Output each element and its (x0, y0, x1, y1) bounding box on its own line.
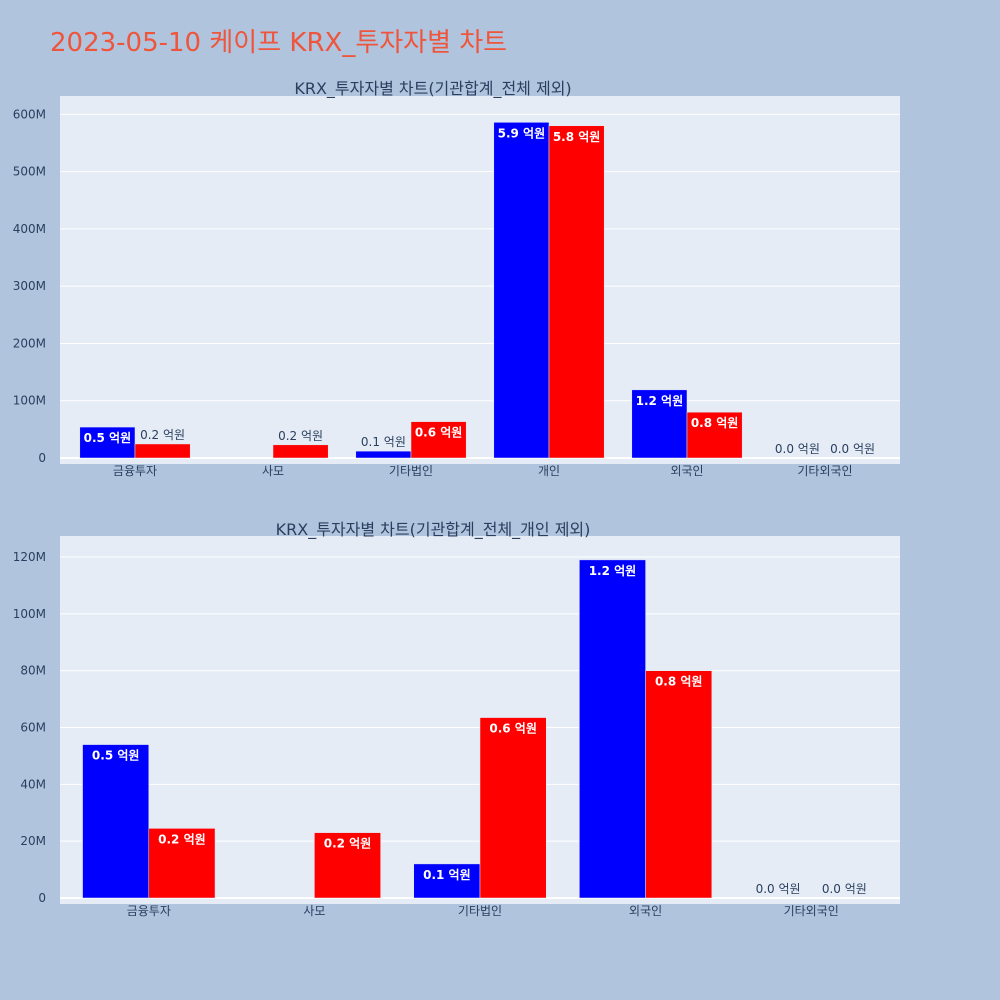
data-label: 0.0 억원 (822, 882, 867, 896)
data-label: 0.0 억원 (775, 442, 820, 456)
bar-red (410, 421, 467, 459)
data-label: 0.8 억원 (691, 416, 739, 430)
data-label: 0.0 억원 (830, 442, 875, 456)
x-tick-label: 외국인 (670, 464, 703, 478)
bar-blue (579, 559, 646, 899)
x-tick-label: 금융투자 (127, 904, 171, 918)
y-tick-label: 300M (13, 279, 46, 293)
y-tick-label: 100M (13, 607, 46, 621)
data-label: 0.0 억원 (756, 882, 801, 896)
bar-red (645, 670, 713, 899)
y-tick-label: 120M (13, 550, 46, 564)
x-tick-label: 기타법인 (389, 464, 433, 478)
plot-area-1 (60, 96, 900, 464)
data-label: 1.2 억원 (636, 394, 684, 408)
bar-red (134, 443, 191, 459)
bar-red (148, 828, 216, 899)
bar-red (686, 411, 743, 459)
y-tick-label: 80M (20, 664, 46, 678)
bar-blue (355, 450, 412, 459)
y-tick-label: 60M (20, 721, 46, 735)
plot-area-2 (60, 536, 900, 904)
bar-blue (631, 389, 688, 459)
bar-red (272, 444, 329, 459)
data-label: 0.2 억원 (140, 428, 185, 442)
bar-red (548, 125, 605, 459)
y-tick-label: 0 (38, 891, 46, 905)
data-label: 0.5 억원 (92, 749, 140, 763)
data-label: 0.2 억원 (158, 832, 206, 846)
y-tick-label: 100M (13, 394, 46, 408)
x-tick-label: 사모 (303, 904, 325, 918)
bar-blue (82, 744, 150, 899)
y-tick-label: 200M (13, 336, 46, 350)
data-label: 0.8 억원 (655, 675, 703, 689)
y-tick-label: 40M (20, 777, 46, 791)
x-tick-label: 개인 (538, 464, 560, 478)
bar-blue (79, 426, 136, 459)
y-tick-label: 0 (38, 451, 46, 465)
y-tick-label: 400M (13, 222, 46, 236)
data-label: 0.2 억원 (278, 429, 323, 443)
x-tick-label: 사모 (262, 464, 284, 478)
page-title: 2023-05-10 케이프 KRX_투자자별 차트 (50, 28, 508, 58)
data-label: 0.1 억원 (361, 435, 406, 449)
data-label: 0.6 억원 (415, 426, 463, 440)
data-label: 0.5 억원 (84, 431, 132, 445)
bar-red (314, 832, 381, 899)
data-label: 1.2 억원 (589, 564, 637, 578)
bar-blue (493, 122, 550, 459)
data-label: 0.6 억원 (489, 722, 537, 736)
chart-title-1: KRX_투자자별 차트(기관합계_전체 제외) (294, 79, 571, 99)
x-tick-label: 기타외국인 (797, 464, 852, 478)
x-tick-label: 기타외국인 (784, 904, 839, 918)
data-label: 5.9 억원 (498, 126, 546, 140)
x-tick-label: 외국인 (629, 904, 662, 918)
y-tick-label: 600M (13, 107, 46, 121)
x-tick-label: 기타법인 (458, 904, 502, 918)
y-tick-label: 500M (13, 165, 46, 179)
data-label: 0.2 억원 (324, 837, 372, 851)
chart-title-2: KRX_투자자별 차트(기관합계_전체_개인 제외) (276, 520, 591, 540)
data-label: 0.1 억원 (423, 868, 471, 882)
data-label: 5.8 억원 (553, 130, 601, 144)
bar-red (479, 717, 547, 899)
y-tick-label: 20M (20, 834, 46, 848)
bar-blue (413, 863, 481, 899)
x-tick-label: 금융투자 (113, 464, 157, 478)
